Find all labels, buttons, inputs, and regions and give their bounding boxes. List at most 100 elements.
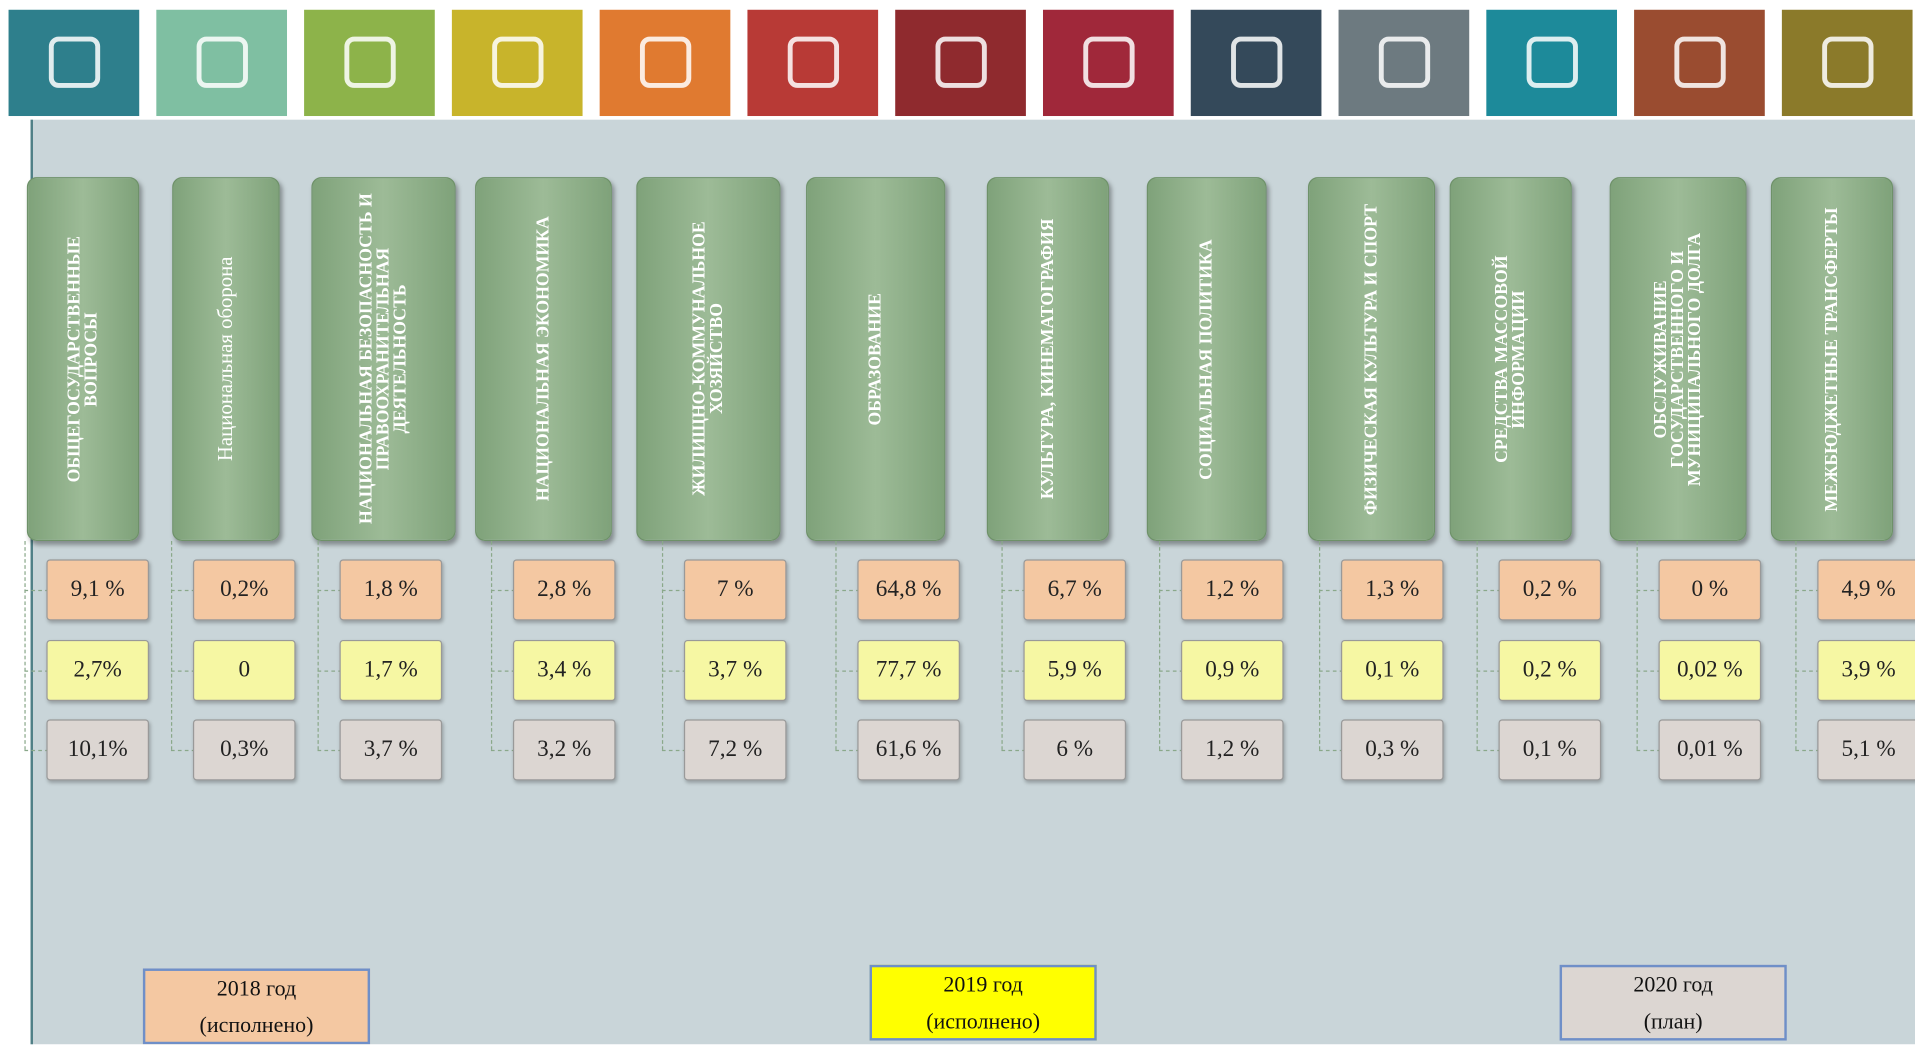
connector [490, 749, 516, 752]
connector [317, 541, 319, 750]
category-label: НАЦИОНАЛЬНАЯ ЭКОНОМИКА [533, 216, 554, 502]
connector [1001, 749, 1026, 752]
connector [661, 749, 687, 752]
category-header: Национальная оборона [172, 177, 280, 542]
legend-text: 2019 год [943, 972, 1023, 997]
percent-value: 3,9 % [1817, 639, 1915, 702]
icon-glyph [344, 36, 396, 88]
category-label: КУЛЬТУРА, КИНЕМАТОГРАФИЯ [1038, 218, 1058, 500]
legend-text: 2020 год [1633, 972, 1713, 997]
category-icon [1190, 9, 1322, 117]
connector [317, 670, 342, 672]
category-label: ФИЗИЧЕСКАЯ КУЛЬТУРА И СПОРТ [1361, 203, 1382, 515]
connector [1159, 589, 1184, 592]
legend-box: 2018 год (исполнено) [142, 968, 371, 1045]
percent-value: 1,2 % [1180, 719, 1284, 781]
category-header: НАЦИОНАЛЬНАЯ БЕЗОПАСНОСТЬ И ПРАВООХРАНИТ… [311, 177, 456, 542]
percent-value: 1,7 % [339, 639, 443, 702]
category-header: СРЕДСТВА МАССОВОЙ ИНФОРМАЦИИ [1449, 177, 1572, 542]
legend-text: 2018 год [216, 975, 297, 1001]
connector [317, 749, 342, 752]
category-icon [895, 9, 1026, 117]
category-icon [1338, 9, 1470, 117]
connector [835, 541, 837, 750]
percent-value: 7,2 % [683, 719, 787, 781]
connector [24, 670, 49, 672]
connector [661, 670, 687, 672]
percent-value: 0,2% [192, 559, 296, 621]
percent-value: 1,2 % [1180, 559, 1284, 621]
connector [1476, 749, 1501, 752]
percent-value: 3,2 % [512, 719, 616, 781]
connector [1159, 541, 1161, 750]
connector [835, 749, 860, 752]
category-label: ОБРАЗОВАНИЕ [865, 292, 886, 426]
percent-value: 64,8 % [857, 559, 960, 621]
connector [1319, 541, 1321, 750]
percent-value: 0,01 % [1658, 719, 1762, 781]
category-icon [304, 9, 435, 117]
percent-value: 1,8 % [339, 559, 443, 621]
icon-glyph [639, 36, 692, 88]
connector [1795, 670, 1820, 672]
category-icon [8, 9, 140, 117]
connector [1319, 749, 1344, 752]
connector [490, 670, 516, 672]
connector [835, 589, 860, 592]
category-header: ОБСЛУЖИВАНИЕ ГОСУДАРСТВЕННОГО И МУНИЦИПА… [1609, 177, 1747, 542]
category-icon [1042, 9, 1174, 117]
legend-text: (исполнено) [199, 1012, 314, 1037]
connector [1795, 589, 1820, 592]
category-header: НАЦИОНАЛЬНАЯ ЭКОНОМИКА [475, 177, 612, 542]
percent-value: 0 % [1658, 559, 1762, 621]
icon-glyph [935, 36, 987, 88]
connector [490, 541, 493, 750]
category-label: НАЦИОНАЛЬНАЯ БЕЗОПАСНОСТЬ И ПРАВООХРАНИТ… [356, 193, 411, 525]
connector [661, 541, 664, 750]
icon-glyph [196, 36, 248, 88]
percent-value: 2,7% [46, 639, 149, 702]
icon-glyph [1378, 36, 1431, 88]
connector [170, 749, 196, 752]
percent-value: 0,2 % [1498, 559, 1602, 621]
category-header: ФИЗИЧЕСКАЯ КУЛЬТУРА И СПОРТ [1308, 177, 1436, 542]
category-label: ОБСЛУЖИВАНИЕ ГОСУДАРСТВЕННОГО И МУНИЦИПА… [1651, 232, 1705, 486]
connector [1636, 670, 1661, 672]
icon-glyph [1231, 36, 1283, 88]
category-header: МЕЖБЮДЖЕТНЫЕ ТРАНСФЕРТЫ [1770, 177, 1894, 542]
connector [1476, 670, 1501, 672]
category-label: СОЦИАЛЬНАЯ ПОЛИТИКА [1196, 238, 1217, 480]
connector [1476, 589, 1501, 592]
percent-value: 0,1 % [1498, 719, 1602, 781]
percent-value: 61,6 % [857, 719, 960, 781]
category-icon [1781, 9, 1913, 117]
category-label: ЖИЛИЩНО-КОММУНАЛЬНОЕ ХОЗЯЙСТВО [690, 221, 727, 497]
percent-value: 0,3% [192, 719, 296, 781]
percent-value: 0 [192, 639, 296, 702]
percent-value: 10,1% [46, 719, 149, 781]
connector [1636, 541, 1638, 750]
percent-value: 5,1 % [1817, 719, 1915, 781]
category-label: ОБЩЕГОСУДАРСТВЕННЫЕ ВОПРОСЫ [64, 235, 102, 483]
icon-glyph [492, 36, 544, 88]
icon-glyph [1674, 36, 1726, 88]
legend-text: (план) [1643, 1008, 1703, 1034]
percent-value: 3,7 % [339, 719, 443, 781]
connector [1795, 541, 1797, 750]
percent-value: 1,3 % [1340, 559, 1444, 621]
category-icon [1486, 9, 1618, 117]
connector [170, 670, 196, 672]
connector [170, 589, 196, 592]
connector [1001, 589, 1026, 592]
percent-value: 6,7 % [1023, 559, 1127, 621]
legend-text: (исполнено) [926, 1008, 1041, 1034]
connector [661, 589, 687, 592]
percent-value: 2,8 % [512, 559, 616, 621]
connector [1001, 541, 1003, 750]
category-header: КУЛЬТУРА, КИНЕМАТОГРАФИЯ [986, 177, 1109, 542]
connector [24, 749, 49, 752]
category-header: ОБЩЕГОСУДАРСТВЕННЫЕ ВОПРОСЫ [26, 177, 140, 542]
category-icon [451, 9, 583, 117]
percent-value: 9,1 % [46, 559, 149, 621]
